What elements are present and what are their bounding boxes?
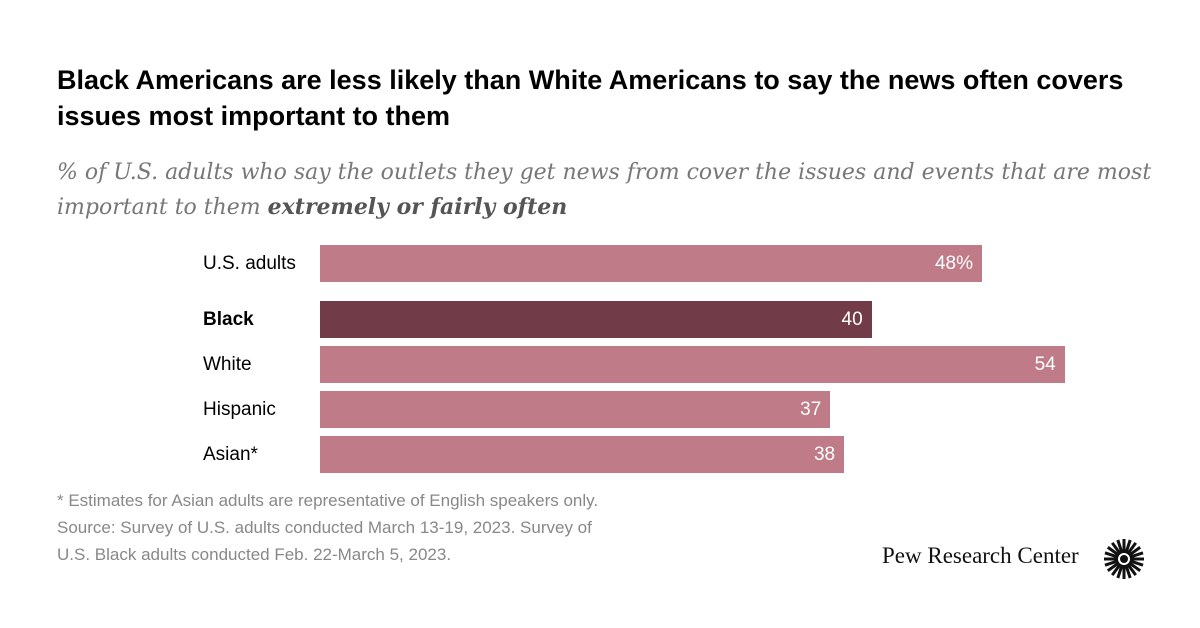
category-label: Asian* xyxy=(203,444,258,465)
bar xyxy=(320,301,872,338)
value-label: 40 xyxy=(841,309,863,330)
bar xyxy=(320,245,982,282)
bar xyxy=(320,436,845,473)
bar xyxy=(320,391,831,428)
category-label: U.S. adults xyxy=(203,253,296,274)
pew-sunburst-icon xyxy=(1104,539,1144,579)
subtitle-text: % of U.S. adults who say the outlets the… xyxy=(57,160,1152,220)
value-label: 38 xyxy=(813,444,836,465)
source-line-2: U.S. Black adults conducted Feb. 22-Marc… xyxy=(57,545,452,564)
category-label: White xyxy=(203,354,252,375)
value-label: 54 xyxy=(1034,354,1056,375)
footnote: * Estimates for Asian adults are represe… xyxy=(57,491,599,510)
chart-title: Black Americans are less likely than Whi… xyxy=(57,65,1124,131)
category-label: Black xyxy=(203,309,254,330)
value-label: 48% xyxy=(934,253,973,274)
logo-text: Pew Research Center xyxy=(882,543,1079,568)
subtitle-emphasis: extremely or fairly often xyxy=(267,194,568,220)
value-label: 37 xyxy=(800,399,822,420)
bar xyxy=(320,346,1065,383)
chart-subtitle: % of U.S. adults who say the outlets the… xyxy=(57,156,1167,225)
category-label: Hispanic xyxy=(203,399,276,420)
source-line-1: Source: Survey of U.S. adults conducted … xyxy=(57,518,592,537)
